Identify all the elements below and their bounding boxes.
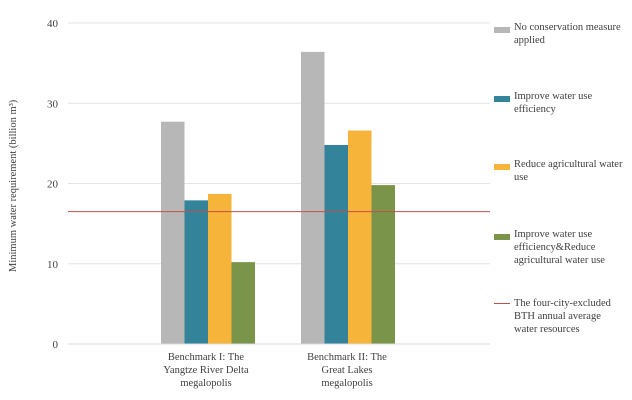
legend-swatch (494, 234, 510, 240)
x-category-label-line: Great Lakes (321, 365, 373, 376)
x-category-label-line: Yangtze River Delta (163, 365, 249, 376)
x-category-label-line: Benchmark I: The (167, 352, 245, 363)
legend: No conservation measure applied Improve … (494, 0, 632, 400)
y-tick-label: 20 (47, 179, 59, 191)
legend-label-line: Improve water use (514, 91, 593, 102)
y-tick-label: 30 (47, 98, 59, 110)
legend-label-line: water resources (514, 324, 580, 335)
legend-label-line: The four-city-excluded (514, 298, 611, 309)
legend-label-line: Reduce agricultural water (514, 159, 623, 170)
legend-label-line: use (514, 172, 528, 183)
y-tick-label: 10 (47, 259, 59, 271)
x-category-label-2: Benchmark II: The Great Lakes megalopoli… (292, 351, 402, 390)
y-tick-label: 0 (53, 339, 59, 351)
legend-label-line: efficiency&Reduce (514, 242, 596, 253)
bar (324, 144, 348, 344)
x-category-label-1: Benchmark I: The Yangtze River Delta meg… (151, 351, 261, 390)
legend-label: Reduce agricultural water use (514, 158, 630, 184)
y-tick-label: 40 (47, 18, 59, 30)
legend-label-line: efficiency (514, 104, 556, 115)
x-category-label-line: megalopolis (321, 378, 373, 389)
legend-label: Improve water use efficiency (514, 90, 630, 116)
bar (231, 262, 255, 344)
y-axis-title: Minimum water requirement (billion m³) (8, 99, 19, 272)
legend-swatch (494, 27, 510, 33)
bar (348, 130, 372, 344)
bar (301, 51, 325, 344)
legend-label-line: agricultural water use (514, 255, 605, 266)
bar (184, 200, 208, 344)
legend-label-line: applied (514, 35, 545, 46)
legend-label: The four-city-excluded BTH annual averag… (514, 297, 630, 336)
legend-label: Improve water use efficiency&Reduce agri… (514, 228, 630, 267)
y-tick-labels: 0 10 20 30 40 (47, 18, 59, 351)
gridlines (68, 22, 490, 345)
bar (208, 193, 232, 344)
legend-swatch (494, 164, 510, 170)
bar (371, 185, 395, 344)
legend-swatch-line (494, 303, 510, 304)
legend-label-line: Improve water use (514, 229, 593, 240)
x-category-label-line: megalopolis (180, 378, 232, 389)
legend-label-line: No conservation measure (514, 22, 621, 33)
legend-label: No conservation measure applied (514, 21, 630, 47)
bar (161, 121, 185, 345)
x-category-label-line: Benchmark II: The (307, 352, 387, 363)
legend-swatch (494, 96, 510, 102)
bars (161, 51, 395, 345)
legend-label-line: BTH annual average (514, 311, 601, 322)
